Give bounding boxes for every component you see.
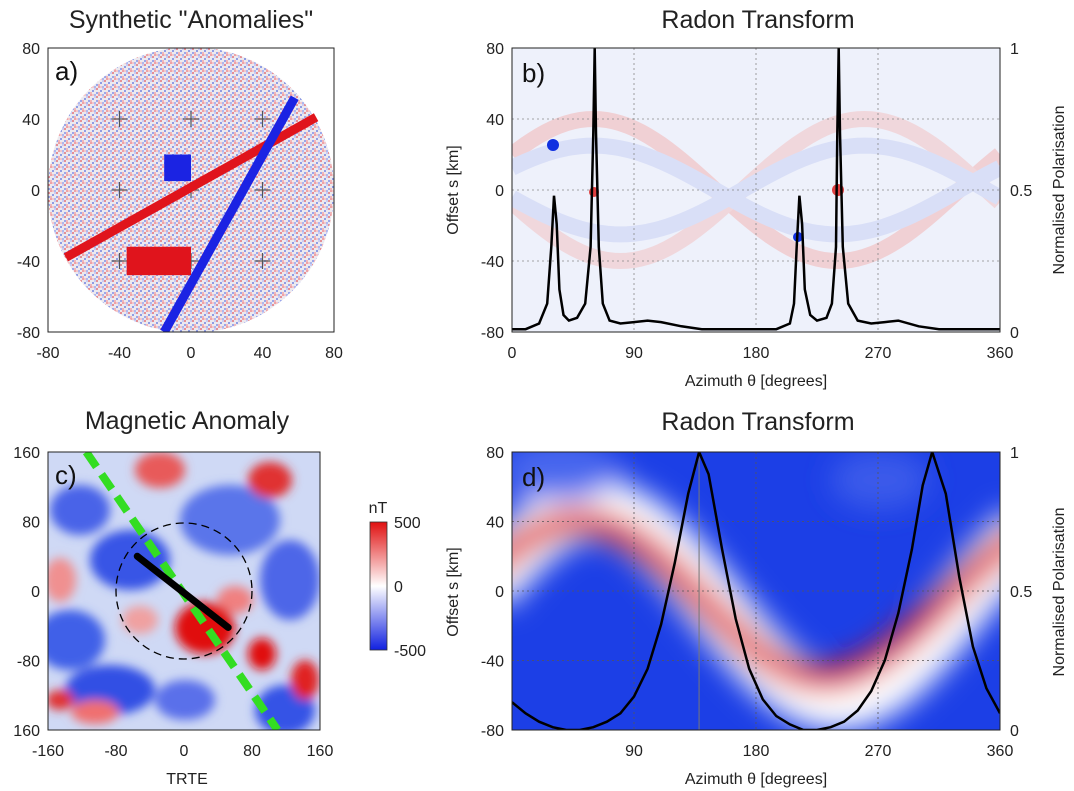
y-tick-label: -80 — [481, 723, 504, 740]
y2-tick-label: 1 — [1010, 445, 1019, 462]
cross-marker — [111, 111, 128, 127]
x-tick-label: 360 — [987, 743, 1014, 760]
x-tick-label: 90 — [625, 743, 643, 760]
x-tick-label: 0 — [187, 345, 196, 362]
colorbar: nT 500 0 -500 — [369, 500, 426, 660]
x-tick-label: 0 — [180, 743, 189, 760]
panel-d-title: Radon Transform — [661, 408, 854, 436]
y-tick-label: -80 — [17, 654, 40, 671]
x-tick-label: 0 — [508, 345, 517, 362]
panel-b-y2label: Normalised Polarisation — [1051, 106, 1068, 275]
y-tick-label: 80 — [486, 41, 504, 58]
black-line — [133, 552, 232, 631]
y-tick-label: -40 — [17, 254, 40, 271]
x-tick-label: 360 — [987, 345, 1014, 362]
y-tick-label: -80 — [17, 325, 40, 342]
panel-d-xlabel: Azimuth θ [degrees] — [685, 771, 827, 788]
y-tick-label: -80 — [481, 325, 504, 342]
y-tick-label: -40 — [481, 654, 504, 671]
panel-d: Radon Transform d) 90 180 270 360 80 40 0 -40 -8… — [445, 408, 1068, 788]
dashed-circle — [115, 522, 253, 660]
cross-marker — [254, 111, 271, 127]
blue-square — [164, 154, 191, 182]
panel-b: Radon Transform b) 0 90 180 270 360 80 40 0 -40 -… — [445, 6, 1068, 390]
y-tick-label: -40 — [481, 254, 504, 271]
y2-tick-label: 1 — [1010, 41, 1019, 58]
y2-tick-label: 0.5 — [1010, 183, 1032, 200]
panel-b-label: b) — [522, 58, 545, 88]
blue-spot — [547, 139, 559, 151]
x-tick-label: -80 — [104, 743, 127, 760]
cross-marker — [111, 253, 128, 269]
x-tick-label: 90 — [625, 345, 643, 362]
panel-c-title: Magnetic Anomaly — [85, 407, 290, 435]
panel-d-y2label: Normalised Polarisation — [1051, 508, 1068, 677]
y2-tick-label: 0 — [1010, 723, 1019, 740]
panel-c-label: c) — [55, 460, 77, 490]
y-tick-label: 80 — [486, 445, 504, 462]
x-tick-label: -40 — [108, 345, 131, 362]
y2-tick-label: 0.5 — [1010, 584, 1032, 601]
y-tick-label: 40 — [486, 515, 504, 532]
panel-d-label: d) — [522, 462, 545, 492]
panel-a-title: Synthetic "Anomalies" — [69, 6, 313, 34]
y-tick-label: 160 — [13, 723, 40, 740]
y-tick-label: 0 — [495, 584, 504, 601]
panel-b-title: Radon Transform — [661, 6, 854, 34]
x-tick-label: 270 — [865, 345, 892, 362]
polarisation-curve — [512, 452, 1000, 730]
panel-c: Magnetic Anomaly — [13, 407, 426, 788]
colorbar-tick-label: -500 — [394, 643, 426, 660]
panel-a-frame — [47, 47, 335, 333]
blue-line — [160, 95, 299, 332]
y-tick-label: 0 — [31, 183, 40, 200]
y-tick-label: 80 — [22, 41, 40, 58]
y-tick-label: 40 — [486, 112, 504, 129]
cross-marker — [254, 182, 271, 198]
panel-a-label: a) — [55, 56, 78, 86]
cross-marker — [183, 111, 199, 127]
colorbar-unit: nT — [369, 500, 388, 517]
panel-b-ylabel: Offset s [km] — [445, 145, 462, 235]
y-tick-label: 80 — [22, 515, 40, 532]
colorbar-tick-label: 0 — [394, 579, 403, 596]
y-tick-label: 40 — [22, 112, 40, 129]
panel-d-frame — [511, 451, 1001, 731]
y-tick-label: 0 — [495, 183, 504, 200]
x-tick-label: 40 — [254, 345, 272, 362]
panel-c-frame — [47, 451, 321, 731]
x-tick-label: 270 — [865, 743, 892, 760]
y-tick-label: 160 — [13, 445, 40, 462]
polarisation-curve — [512, 48, 1000, 331]
panel-b-frame — [511, 47, 1001, 333]
panel-a: Synthetic "Anomalies" a) -80 -40 0 40 80 80 4… — [17, 6, 343, 362]
panel-c-xlabel: TRTE — [166, 771, 207, 788]
y2-tick-label: 0 — [1010, 325, 1019, 342]
y-tick-label: 0 — [31, 584, 40, 601]
cross-marker — [111, 182, 128, 198]
x-tick-label: 160 — [307, 743, 334, 760]
cross-marker — [254, 253, 271, 269]
x-tick-label: 180 — [743, 743, 770, 760]
x-tick-label: -80 — [36, 345, 59, 362]
x-tick-label: 180 — [743, 345, 770, 362]
x-tick-label: 80 — [325, 345, 343, 362]
panel-b-xlabel: Azimuth θ [degrees] — [685, 373, 827, 390]
x-tick-label: -160 — [32, 743, 64, 760]
colorbar-tick-label: 500 — [394, 515, 421, 532]
x-tick-label: 80 — [243, 743, 261, 760]
sinogram-band — [512, 137, 1000, 243]
panel-d-ylabel: Offset s [km] — [445, 547, 462, 637]
red-rectangle — [126, 246, 191, 276]
